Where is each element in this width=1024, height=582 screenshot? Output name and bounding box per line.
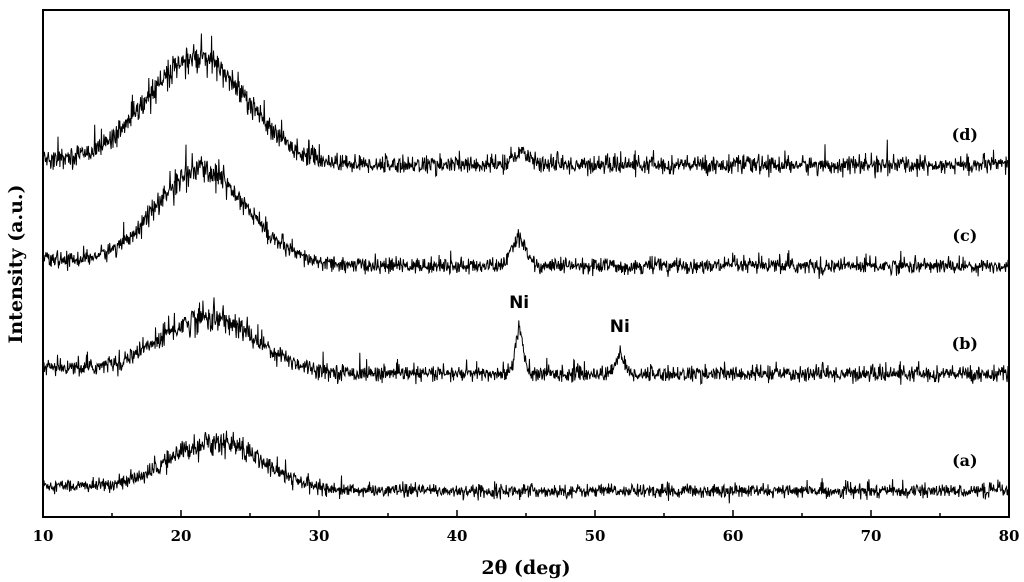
curve-label-b: (b): [952, 334, 978, 353]
y-axis-label: Intensity (a.u.): [5, 184, 27, 343]
x-tick-label: 60: [723, 527, 744, 545]
x-axis-label: 2θ (deg): [481, 557, 570, 579]
x-tick-label: 50: [585, 527, 606, 545]
x-tick-label: 70: [861, 527, 882, 545]
curve-label-a: (a): [952, 451, 978, 470]
curve-labels: (a) (b) (c) (d): [952, 125, 978, 470]
x-tick-label: 80: [999, 527, 1020, 545]
peak-annotation-ni: Ni: [610, 317, 630, 337]
peak-annotations: Ni Ni: [509, 293, 630, 337]
x-tick-label: 20: [171, 527, 192, 545]
x-tick-label: 30: [309, 527, 330, 545]
curves-group: [42, 33, 1010, 504]
series-line-b: [42, 297, 1010, 386]
x-tick-label: 10: [33, 527, 54, 545]
series-line-c: [42, 144, 1010, 279]
curve-label-d: (d): [952, 125, 978, 144]
curve-label-c: (c): [952, 226, 977, 245]
x-axis: 10 20 30 40 50 60 70 80: [33, 510, 1020, 545]
peak-annotation-ni: Ni: [509, 293, 529, 313]
series-line-a: [42, 430, 1010, 504]
x-tick-label: 40: [447, 527, 468, 545]
series-line-d: [42, 33, 1010, 179]
